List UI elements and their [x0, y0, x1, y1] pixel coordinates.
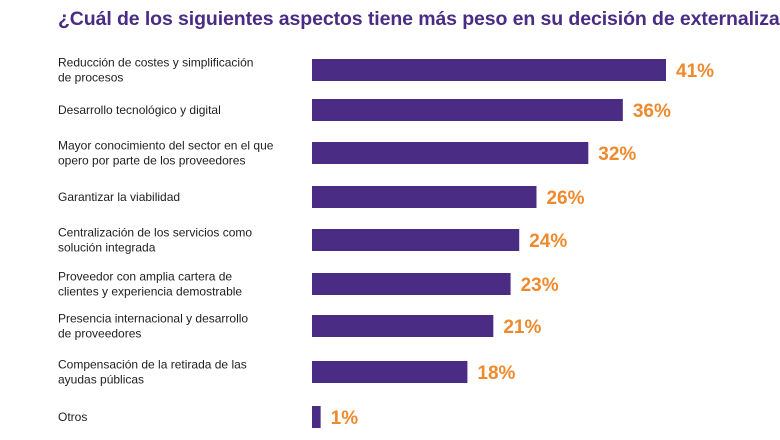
category-label-line: Desarrollo tecnológico y digital [58, 103, 221, 117]
category-label-5: Centralización de los servicios como solu… [58, 226, 252, 255]
category-label-9: Otros [58, 410, 87, 424]
category-label-line: de proveedores [58, 327, 141, 341]
category-label-line: Compensación de la retirada de las [58, 358, 247, 372]
value-label-8: 18% [477, 363, 515, 384]
value-label-6: 23% [521, 275, 559, 296]
category-label-8: Compensación de la retirada de las ayudas… [58, 358, 247, 387]
category-label-line: Presencia internacional y desarrollo [58, 312, 248, 326]
bar-5 [312, 229, 520, 251]
bar-6 [312, 273, 511, 295]
bar-8 [312, 361, 468, 383]
category-label-line: clientes y experiencia demostrable [58, 285, 242, 299]
category-label-line: Otros [58, 410, 87, 424]
bar-4 [312, 186, 537, 208]
value-label-3: 32% [598, 144, 636, 165]
category-label-line: Garantizar la viabilidad [58, 190, 180, 204]
category-label-4: Garantizar la viabilidad [58, 190, 180, 204]
category-label-line: Proveedor con amplia cartera de [58, 270, 232, 284]
category-label-line: opero por parte de los proveedores [58, 154, 245, 168]
value-label-2: 36% [633, 101, 671, 122]
chart-title: ¿Cuál de los siguientes aspectos tiene m… [58, 8, 780, 30]
bar-9 [312, 406, 321, 428]
category-label-7: Presencia internacional y desarrollo de p… [58, 312, 248, 341]
category-label-1: Reducción de costes y simplificación de p… [58, 56, 253, 85]
value-label-7: 21% [503, 317, 541, 338]
bar-7 [312, 315, 494, 337]
category-label-6: Proveedor con amplia cartera de clientes … [58, 270, 242, 299]
bar-2 [312, 99, 623, 121]
category-label-line: Centralización de los servicios como [58, 226, 252, 240]
value-label-4: 26% [546, 188, 584, 209]
category-label-line: solución integrada [58, 241, 156, 255]
category-label-2: Desarrollo tecnológico y digital [58, 103, 221, 117]
value-label-9: 1% [331, 408, 359, 429]
category-label-3: Mayor conocimiento del sector en el que o… [58, 139, 274, 168]
category-label-line: de procesos [58, 71, 123, 85]
value-label-1: 41% [676, 61, 714, 82]
category-label-line: ayudas públicas [58, 373, 144, 387]
category-label-line: Mayor conocimiento del sector en el que [58, 139, 274, 153]
bar-3 [312, 142, 589, 164]
category-label-line: Reducción de costes y simplificación [58, 56, 253, 70]
value-label-5: 24% [529, 231, 567, 252]
bar-1 [312, 59, 666, 81]
